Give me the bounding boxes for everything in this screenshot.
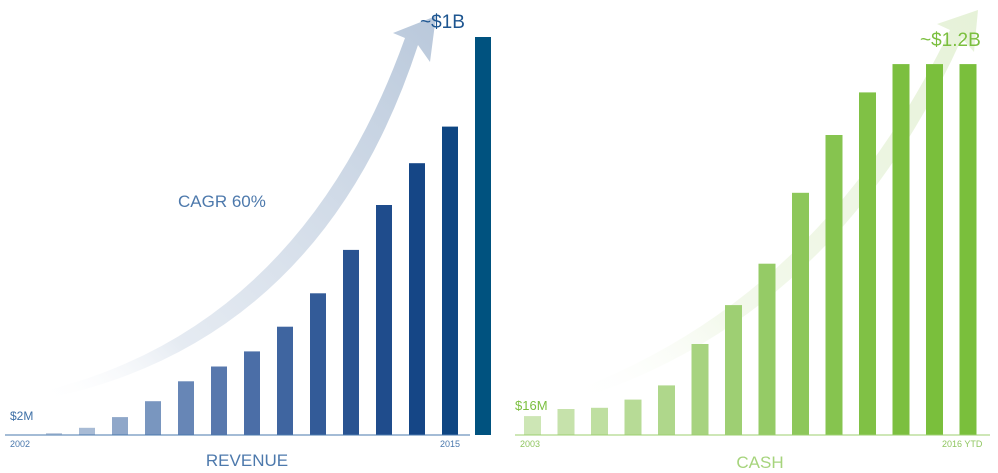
revenue-bar-2005 (145, 401, 161, 435)
cash-first-value-label: $16M (515, 398, 548, 413)
cash-bar-2015 (926, 64, 943, 435)
cash-bar-2011 (792, 192, 809, 435)
revenue-x-end-label: 2015 (440, 439, 460, 449)
cash-bar-2016-ytd (959, 64, 977, 435)
revenue-last-value-label: ~$1B (420, 12, 465, 33)
revenue-bar-2004 (112, 417, 128, 435)
cash-bars (524, 64, 977, 436)
cash-bar-2006 (624, 399, 642, 435)
cash-bar-2005 (591, 407, 608, 435)
revenue-bar-2011 (343, 249, 359, 435)
revenue-bar-2013 (409, 163, 425, 435)
revenue-bar-2012 (376, 205, 392, 435)
cash-bar-2007 (658, 385, 675, 435)
cash-bar-2008 (691, 344, 709, 435)
revenue-bar-2010 (310, 293, 326, 435)
revenue-bar-2015 (475, 37, 491, 435)
revenue-chart-title: REVENUE (206, 451, 288, 470)
cash-bar-2009 (725, 305, 742, 435)
revenue-bar-2009 (277, 326, 293, 435)
revenue-bar-2006 (178, 381, 194, 435)
cash-bar-2010 (758, 263, 776, 435)
cash-bar-2012 (825, 135, 843, 435)
revenue-x-start-label: 2002 (10, 439, 30, 449)
revenue-cagr-annotation: CAGR 60% (178, 192, 266, 211)
cash-bar-2014 (892, 64, 910, 435)
revenue-bar-2014 (442, 126, 458, 435)
cash-x-start-label: 2003 (520, 439, 540, 449)
cash-last-value-label: ~$1.2B (920, 30, 981, 51)
cash-bar-2004 (557, 409, 575, 435)
cash-chart-title: CASH (736, 453, 783, 472)
cash-bar-2013 (859, 92, 876, 436)
revenue-bar-2007 (211, 366, 227, 435)
cash-bar-2003 (524, 416, 541, 435)
revenue-bar-2003 (79, 427, 95, 435)
revenue-bar-2002 (46, 433, 62, 435)
revenue-first-value-label: $2M (10, 409, 33, 423)
cash-x-end-label: 2016 YTD (942, 439, 983, 449)
revenue-bar-2008 (244, 351, 260, 435)
revenue-bars (46, 37, 491, 435)
